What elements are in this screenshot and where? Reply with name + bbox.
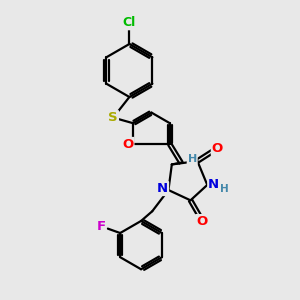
Text: O: O bbox=[196, 215, 207, 228]
Text: O: O bbox=[212, 142, 223, 155]
Text: N: N bbox=[208, 178, 219, 191]
Text: N: N bbox=[157, 182, 168, 195]
Text: S: S bbox=[108, 111, 118, 124]
Text: Cl: Cl bbox=[123, 16, 136, 29]
Text: H: H bbox=[220, 184, 229, 194]
Text: F: F bbox=[97, 220, 106, 233]
Text: O: O bbox=[122, 138, 134, 151]
Text: H: H bbox=[188, 154, 197, 164]
